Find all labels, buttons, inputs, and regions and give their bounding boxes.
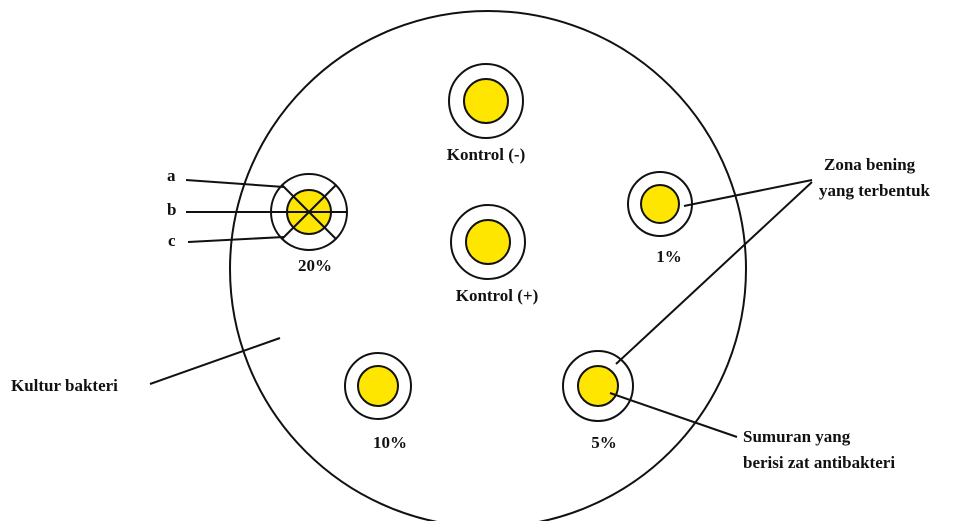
leader-line-zona-to-5pct bbox=[615, 181, 813, 365]
well-1-percent bbox=[627, 171, 693, 237]
leader-line-c bbox=[187, 236, 285, 243]
label-20-percent: 20% bbox=[298, 256, 332, 275]
label-kontrol-negatif: Kontrol (-) bbox=[447, 145, 526, 164]
leader-line-sumuran bbox=[609, 392, 738, 438]
well-20-percent bbox=[270, 173, 348, 251]
label-10-percent: 10% bbox=[373, 433, 407, 452]
label-a: a bbox=[167, 166, 176, 185]
well-kontrol-positif bbox=[450, 204, 526, 280]
diameter-line-diagonal-2 bbox=[281, 184, 337, 240]
well bbox=[465, 219, 511, 265]
label-sumuran-line2: berisi zat antibakteri bbox=[743, 453, 895, 472]
well-10-percent bbox=[344, 352, 412, 420]
label-b: b bbox=[167, 200, 176, 219]
label-zona-bening-line2: yang terbentuk bbox=[819, 181, 931, 200]
label-1-percent: 1% bbox=[656, 247, 682, 266]
leader-line-a bbox=[185, 179, 285, 188]
label-sumuran-line1: Sumuran yang bbox=[743, 427, 851, 446]
label-zona-bening-line1: Zona bening bbox=[824, 155, 916, 174]
label-5-percent: 5% bbox=[591, 433, 617, 452]
well bbox=[463, 78, 509, 124]
label-c: c bbox=[168, 231, 176, 250]
well-kontrol-negatif bbox=[448, 63, 524, 139]
leader-line-zona-to-1pct bbox=[683, 179, 813, 207]
well bbox=[357, 365, 399, 407]
well bbox=[577, 365, 619, 407]
leader-line-kultur bbox=[149, 337, 281, 385]
label-kultur-bakteri: Kultur bakteri bbox=[11, 376, 118, 395]
label-kontrol-positif: Kontrol (+) bbox=[456, 286, 539, 305]
well-5-percent bbox=[562, 350, 634, 422]
well bbox=[640, 184, 680, 224]
